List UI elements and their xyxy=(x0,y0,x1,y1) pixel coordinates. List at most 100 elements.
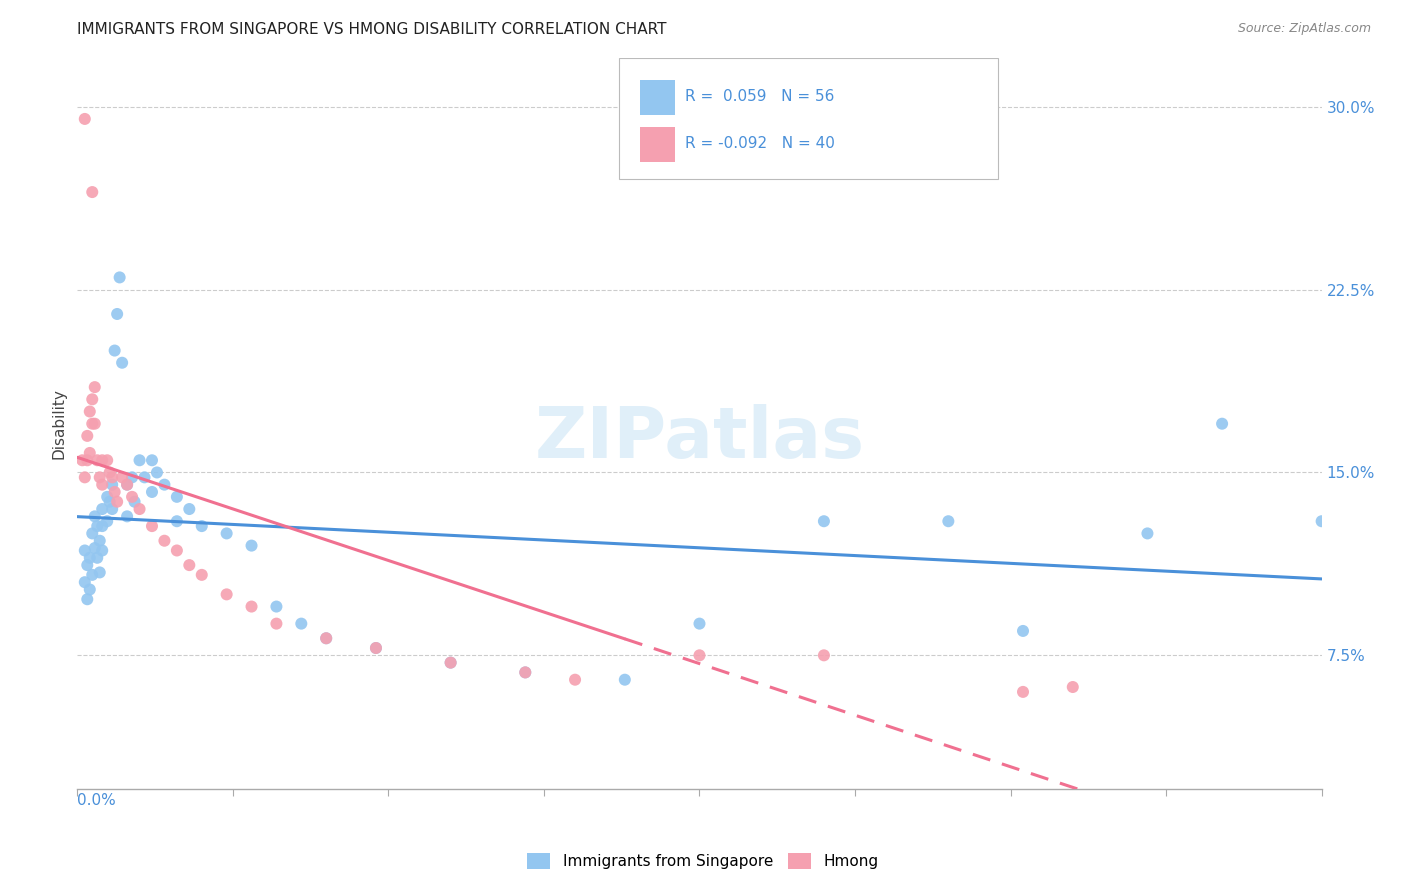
Point xyxy=(83,541,105,555)
Point xyxy=(111,356,134,370)
Point xyxy=(79,582,101,597)
Point xyxy=(134,470,156,484)
Point xyxy=(1062,680,1084,694)
Point xyxy=(79,446,101,460)
Point xyxy=(91,543,114,558)
Point xyxy=(1136,526,1159,541)
Text: R =  0.059   N = 56: R = 0.059 N = 56 xyxy=(685,89,834,104)
Point xyxy=(105,494,128,508)
Point xyxy=(89,533,111,548)
Point xyxy=(115,477,138,491)
Point xyxy=(86,453,108,467)
Point xyxy=(440,656,463,670)
Text: Source: ZipAtlas.com: Source: ZipAtlas.com xyxy=(1237,22,1371,36)
Point xyxy=(82,526,104,541)
Point xyxy=(128,502,150,516)
Point xyxy=(266,599,288,614)
Point xyxy=(96,453,118,467)
Point xyxy=(179,558,201,573)
Point xyxy=(82,567,104,582)
Point xyxy=(111,470,134,484)
Point xyxy=(91,519,114,533)
Point xyxy=(240,599,263,614)
Point xyxy=(73,575,96,590)
Point xyxy=(141,519,163,533)
Point xyxy=(104,485,127,500)
Point xyxy=(191,519,214,533)
Text: IMMIGRANTS FROM SINGAPORE VS HMONG DISABILITY CORRELATION CHART: IMMIGRANTS FROM SINGAPORE VS HMONG DISAB… xyxy=(77,22,666,37)
Point xyxy=(82,392,104,407)
Point xyxy=(166,490,188,504)
Point xyxy=(364,640,387,655)
Point xyxy=(79,550,101,565)
Point xyxy=(128,453,150,467)
Point xyxy=(89,470,111,484)
Point xyxy=(101,502,124,516)
Point xyxy=(1211,417,1233,431)
Point xyxy=(141,453,163,467)
Point xyxy=(86,550,108,565)
Point xyxy=(98,466,121,480)
Point xyxy=(124,494,146,508)
Point xyxy=(91,502,114,516)
Bar xyxy=(640,80,675,115)
Legend: Immigrants from Singapore, Hmong: Immigrants from Singapore, Hmong xyxy=(522,847,884,875)
Point xyxy=(83,417,105,431)
Point xyxy=(813,514,835,528)
Point xyxy=(153,477,176,491)
Point xyxy=(82,417,104,431)
Point xyxy=(215,587,238,601)
Point xyxy=(179,502,201,516)
Point xyxy=(1310,514,1333,528)
Point xyxy=(73,543,96,558)
Point xyxy=(76,558,98,573)
Point xyxy=(364,640,387,655)
Point xyxy=(89,566,111,580)
Point xyxy=(1012,624,1035,638)
Text: R = -0.092   N = 40: R = -0.092 N = 40 xyxy=(685,136,834,151)
Point xyxy=(79,404,101,418)
Point xyxy=(101,470,124,484)
Point xyxy=(290,616,312,631)
Point xyxy=(689,616,711,631)
Point xyxy=(73,112,96,126)
Point xyxy=(166,543,188,558)
Point xyxy=(191,567,214,582)
Point xyxy=(564,673,586,687)
Point xyxy=(440,656,463,670)
Bar xyxy=(640,127,675,161)
Point xyxy=(1012,685,1035,699)
Point xyxy=(315,632,337,646)
Y-axis label: Disability: Disability xyxy=(51,388,66,459)
Point xyxy=(153,533,176,548)
Text: 0.0%: 0.0% xyxy=(77,793,117,808)
Point xyxy=(266,616,288,631)
Text: ZIPatlas: ZIPatlas xyxy=(534,404,865,473)
Point xyxy=(240,539,263,553)
Point xyxy=(315,632,337,646)
Point xyxy=(146,466,169,480)
Point xyxy=(515,665,537,680)
Point xyxy=(166,514,188,528)
Point xyxy=(72,453,94,467)
FancyBboxPatch shape xyxy=(619,58,998,178)
Point xyxy=(76,429,98,443)
Point xyxy=(104,343,127,358)
Point xyxy=(91,477,114,491)
Point xyxy=(76,453,98,467)
Point xyxy=(938,514,960,528)
Point xyxy=(83,509,105,524)
Point xyxy=(98,494,121,508)
Point xyxy=(689,648,711,663)
Point xyxy=(613,673,636,687)
Point xyxy=(215,526,238,541)
Point xyxy=(115,477,138,491)
Point xyxy=(96,514,118,528)
Point xyxy=(115,509,138,524)
Point xyxy=(91,453,114,467)
Point xyxy=(101,477,124,491)
Point xyxy=(96,490,118,504)
Point xyxy=(83,380,105,394)
Point xyxy=(121,490,143,504)
Point xyxy=(141,485,163,500)
